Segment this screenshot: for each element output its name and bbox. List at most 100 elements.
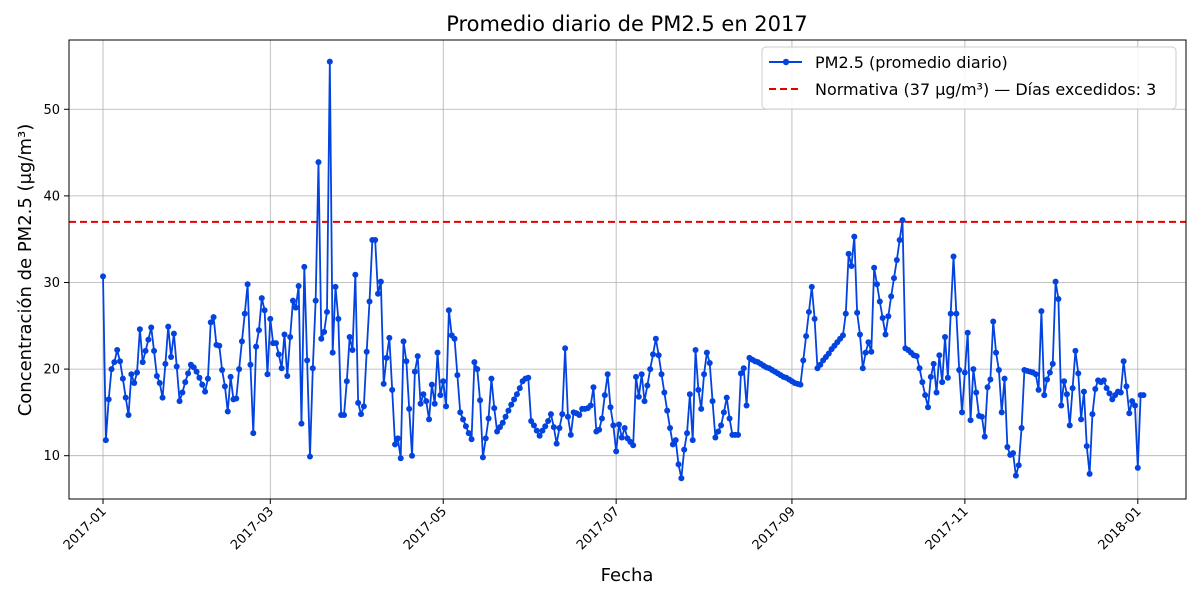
data-point (244, 281, 251, 288)
data-point (219, 366, 226, 373)
y-tick-label: 50 (43, 103, 60, 118)
data-point (460, 416, 467, 423)
data-point (854, 309, 861, 316)
data-point (942, 334, 949, 341)
data-point (805, 308, 812, 315)
data-point (607, 404, 614, 411)
data-point (264, 371, 271, 378)
data-point (190, 364, 197, 371)
data-point (1134, 464, 1141, 471)
data-point (808, 283, 815, 290)
y-axis-label: Concentración de PM2.5 (μg/m³) (15, 124, 36, 417)
data-point (278, 365, 285, 372)
data-point (536, 432, 543, 439)
data-point (803, 333, 810, 340)
data-point (635, 393, 642, 400)
data-point (1131, 402, 1138, 409)
data-point (667, 424, 674, 431)
data-point (879, 315, 886, 321)
data-point (301, 263, 308, 270)
data-point (355, 399, 362, 406)
data-point (352, 271, 359, 278)
legend-box (761, 46, 1177, 110)
data-point (216, 342, 223, 349)
data-point (539, 427, 546, 434)
data-point (661, 389, 668, 396)
y-tick-label: 10 (43, 449, 60, 464)
data-point (142, 347, 149, 354)
data-point (1140, 392, 1147, 399)
data-point (134, 369, 141, 376)
data-point (601, 392, 608, 399)
data-point (221, 383, 228, 390)
data-point (993, 349, 1000, 356)
data-point (182, 379, 189, 386)
data-point (1001, 375, 1008, 382)
data-point (1069, 385, 1076, 392)
data-point (950, 253, 957, 260)
data-point (241, 310, 248, 317)
data-point (451, 335, 458, 342)
data-point (196, 374, 203, 381)
data-point (108, 366, 115, 373)
data-point (292, 304, 299, 311)
data-point (1035, 386, 1042, 393)
data-point (131, 379, 138, 386)
legend-marker-pm25 (782, 58, 790, 66)
data-point (332, 283, 339, 290)
data-point (995, 366, 1002, 373)
data-point (318, 335, 325, 342)
data-point (281, 331, 288, 338)
data-point (114, 347, 121, 354)
data-point (964, 329, 971, 336)
data-point (207, 319, 214, 326)
data-point (1052, 278, 1059, 285)
data-point (482, 435, 489, 442)
data-point (267, 315, 274, 322)
data-point (426, 416, 433, 423)
data-point (610, 422, 617, 429)
data-point (272, 340, 279, 347)
data-point (613, 448, 620, 455)
data-point (499, 419, 506, 426)
data-point (1015, 462, 1022, 469)
y-tick-label: 30 (43, 276, 60, 291)
data-point (664, 407, 671, 414)
data-point (119, 375, 126, 382)
data-point (457, 409, 464, 416)
data-point (298, 420, 305, 427)
data-point (409, 452, 416, 459)
data-point (998, 409, 1005, 416)
data-point (1038, 308, 1045, 315)
data-point (1100, 377, 1107, 384)
data-point (386, 334, 393, 341)
data-point (227, 373, 234, 380)
data-point (981, 433, 988, 440)
data-point (528, 418, 535, 425)
data-point (1080, 388, 1087, 395)
data-point (811, 315, 818, 322)
data-point (151, 347, 158, 354)
data-point (1066, 422, 1073, 429)
data-point (159, 394, 166, 401)
data-point (726, 415, 733, 422)
data-point (899, 217, 906, 224)
data-point (675, 461, 682, 468)
data-point (876, 298, 883, 305)
data-point (944, 374, 951, 381)
data-point (1044, 376, 1051, 383)
data-point (176, 398, 183, 405)
data-point (102, 437, 109, 444)
data-point (615, 421, 622, 428)
data-point (590, 384, 597, 391)
data-point (959, 409, 966, 416)
data-point (735, 431, 742, 438)
data-point (797, 381, 804, 388)
data-point (1103, 385, 1110, 392)
data-point (389, 386, 396, 393)
data-point (403, 358, 410, 365)
data-point (970, 366, 977, 373)
data-point (641, 398, 648, 405)
data-point (698, 405, 705, 412)
data-point (346, 334, 353, 341)
